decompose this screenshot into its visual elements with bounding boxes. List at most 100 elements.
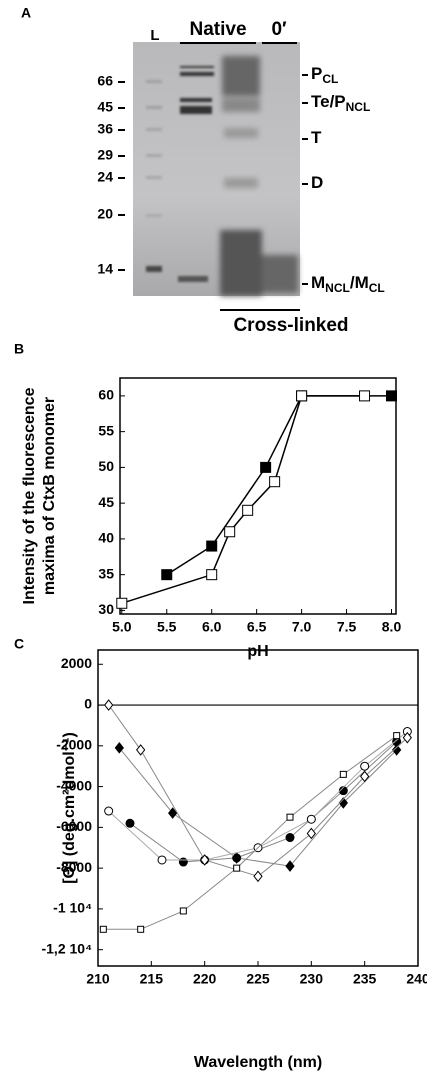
y-axis-label: maxima of CtxB monomer: [41, 397, 58, 595]
marker: [206, 569, 218, 581]
band-label: MNCL/MCL: [311, 273, 385, 295]
x-tick-label: 6.0: [202, 619, 222, 635]
marker: [360, 770, 370, 783]
band-label-part: NCL: [325, 281, 350, 295]
y-axis-label: [Θ] (deg.cm²dmol⁻¹): [61, 732, 78, 884]
lane-label: L: [150, 27, 159, 44]
marker: [285, 833, 295, 843]
marker-label: 29: [97, 147, 113, 163]
x-tick-label: 230: [300, 971, 324, 987]
series-line: [103, 735, 397, 930]
x-tick-label: 7.5: [337, 619, 357, 635]
marker: [104, 806, 114, 816]
panel-label: B: [14, 341, 24, 357]
series-line: [129, 741, 398, 863]
marker: [269, 476, 281, 488]
x-tick-label: 5.0: [112, 619, 132, 635]
marker: [242, 504, 254, 516]
plot-frame: [97, 649, 419, 967]
band-label-part: /M: [350, 273, 369, 292]
x-tick-label: 6.5: [247, 619, 267, 635]
x-tick-label: 215: [140, 971, 164, 987]
band-label: PCL: [311, 64, 338, 86]
marker: [260, 461, 272, 473]
y-tick-label: 45: [98, 494, 114, 510]
x-tick-label: 8.0: [382, 619, 402, 635]
marker: [360, 761, 370, 771]
marker: [306, 827, 316, 840]
y-tick-label: -4000: [56, 777, 92, 793]
y-tick-label: 30: [98, 601, 114, 617]
x-tick-label: 7.0: [292, 619, 312, 635]
x-tick-label: 5.5: [157, 619, 177, 635]
x-tick-label: 225: [246, 971, 270, 987]
x-tick-label: 235: [353, 971, 377, 987]
y-tick-label: 0: [84, 696, 92, 712]
y-tick-label: -2000: [56, 737, 92, 753]
marker: [125, 818, 135, 828]
x-tick-label: 240: [406, 971, 427, 987]
marker: [393, 732, 401, 740]
y-tick-label: -1,2 10⁴: [41, 940, 92, 956]
plot-frame: [119, 377, 397, 615]
marker: [200, 854, 210, 866]
marker: [136, 744, 146, 756]
y-tick-label: 40: [98, 530, 114, 546]
marker: [161, 569, 173, 581]
gel-image: [133, 42, 300, 296]
marker: [232, 852, 242, 864]
marker: [296, 390, 308, 402]
series-line: [118, 747, 398, 867]
x-tick-label: 220: [193, 971, 217, 987]
marker-label: 14: [97, 261, 113, 277]
marker: [179, 907, 187, 915]
marker: [306, 814, 316, 824]
x-tick-label: 210: [86, 971, 110, 987]
marker-label: 66: [97, 73, 113, 89]
marker: [339, 770, 347, 778]
y-tick-label: -8000: [56, 859, 92, 875]
y-tick-label: -1 10⁴: [53, 900, 92, 916]
marker: [116, 597, 128, 609]
marker: [224, 526, 236, 538]
lane-label: Native: [189, 19, 246, 40]
band-label-part: P: [311, 64, 322, 83]
gel-footer: Cross-linked: [233, 315, 348, 336]
marker: [157, 855, 167, 865]
band-label-part: T: [311, 128, 322, 147]
marker: [285, 860, 295, 872]
marker: [233, 864, 241, 872]
y-tick-label: 35: [98, 565, 114, 581]
band-label-part: CL: [369, 281, 385, 295]
marker: [286, 813, 294, 821]
marker: [402, 731, 412, 744]
band-label-part: NCL: [346, 100, 371, 114]
marker: [392, 744, 402, 756]
band-label: T: [311, 128, 322, 147]
band-label: D: [311, 173, 323, 192]
marker: [168, 807, 178, 819]
marker: [114, 742, 124, 754]
marker: [137, 925, 145, 933]
lane-label: 0′: [271, 19, 287, 40]
marker: [338, 797, 348, 809]
panel-label: C: [14, 636, 24, 652]
marker-label: 36: [97, 121, 113, 137]
band-label: Te/PNCL: [311, 92, 370, 114]
x-axis-label: pH: [247, 643, 268, 660]
panel-label: A: [21, 5, 31, 21]
marker-label: 20: [97, 206, 113, 222]
x-axis-label: Wavelength (nm): [194, 1054, 322, 1071]
band-label-part: CL: [322, 72, 338, 86]
marker-label: 24: [97, 169, 113, 185]
marker: [104, 699, 114, 711]
marker: [253, 870, 263, 883]
y-tick-label: 60: [98, 387, 114, 403]
marker: [178, 857, 188, 867]
band-label-part: Te/P: [311, 92, 346, 111]
y-tick-label: 55: [98, 422, 114, 438]
marker: [99, 925, 107, 933]
band-label-part: D: [311, 173, 323, 192]
marker: [359, 390, 371, 402]
